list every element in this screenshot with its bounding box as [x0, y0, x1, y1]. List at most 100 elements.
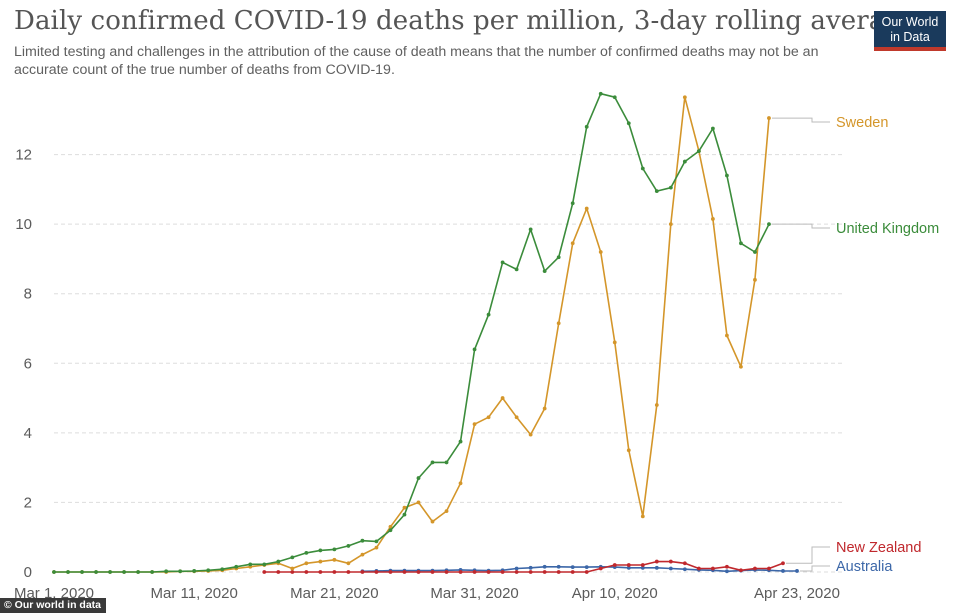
point-sweden [346, 561, 351, 566]
point-australia [781, 569, 785, 573]
point-sweden [612, 340, 617, 345]
point-united-kingdom [500, 260, 505, 265]
point-sweden [430, 519, 435, 524]
point-sweden [388, 524, 393, 529]
point-sweden [528, 432, 533, 437]
point-sweden [570, 241, 575, 246]
point-new-zealand [388, 570, 393, 574]
point-sweden [360, 552, 365, 557]
point-new-zealand [416, 570, 421, 574]
logo-line-2: in Data [890, 30, 930, 44]
point-united-kingdom [360, 538, 365, 543]
point-australia [640, 565, 645, 570]
point-united-kingdom [767, 222, 771, 227]
point-sweden [739, 364, 743, 369]
point-united-kingdom [612, 95, 617, 100]
point-united-kingdom [640, 166, 645, 171]
point-united-kingdom [584, 124, 589, 129]
series-labels: Sweden United Kingdom New Zealand Australia [771, 115, 939, 575]
point-united-kingdom [220, 567, 225, 572]
point-sweden [500, 396, 505, 400]
series-line-australia [362, 565, 797, 573]
point-australia [654, 565, 659, 570]
point-united-kingdom [52, 570, 56, 574]
owid-logo[interactable]: Our World in Data [874, 11, 946, 51]
point-new-zealand [346, 570, 351, 574]
point-united-kingdom [108, 570, 112, 574]
point-new-zealand [626, 563, 631, 567]
series-line-united-kingdom [54, 92, 770, 573]
point-new-zealand [598, 566, 603, 571]
point-united-kingdom [725, 173, 729, 178]
point-sweden [514, 415, 519, 420]
point-australia [570, 565, 575, 570]
x-tick-label: Mar 31, 2020 [430, 585, 518, 602]
point-united-kingdom [739, 241, 743, 246]
point-new-zealand [430, 570, 435, 574]
point-united-kingdom [66, 570, 70, 574]
point-sweden [472, 422, 477, 427]
point-united-kingdom [234, 564, 239, 569]
point-united-kingdom [332, 547, 337, 552]
point-united-kingdom [164, 569, 169, 574]
point-united-kingdom [444, 460, 449, 465]
point-united-kingdom [528, 227, 533, 232]
point-new-zealand [304, 570, 309, 574]
chart-subtitle: Limited testing and challenges in the at… [14, 44, 819, 78]
point-new-zealand [528, 570, 533, 574]
point-australia [528, 565, 533, 570]
point-united-kingdom [290, 555, 295, 560]
point-united-kingdom [626, 121, 631, 126]
point-united-kingdom [416, 476, 421, 480]
point-united-kingdom [654, 189, 659, 194]
point-united-kingdom [150, 570, 155, 574]
y-tick-label: 8 [24, 286, 32, 303]
point-new-zealand [612, 563, 617, 567]
point-united-kingdom [542, 269, 547, 274]
point-sweden [753, 277, 757, 282]
point-united-kingdom [346, 544, 351, 548]
point-new-zealand [360, 570, 365, 574]
point-sweden [290, 566, 295, 571]
label-connector-sweden [771, 117, 830, 123]
point-united-kingdom [682, 159, 687, 164]
x-tick-label: Apr 10, 2020 [572, 585, 658, 602]
point-united-kingdom [318, 548, 323, 553]
x-axis: Mar 1, 2020 Mar 11, 2020 Mar 21, 2020 Mar 3… [14, 585, 840, 602]
point-new-zealand [458, 570, 463, 574]
series-label-new-zealand: New Zealand [836, 540, 921, 556]
point-australia [682, 567, 687, 572]
point-new-zealand [739, 568, 743, 573]
point-sweden [332, 557, 337, 562]
point-united-kingdom [753, 250, 757, 254]
point-new-zealand [500, 570, 505, 574]
point-united-kingdom [304, 550, 309, 555]
point-united-kingdom [430, 460, 435, 465]
point-sweden [654, 403, 659, 407]
series-line-sweden [54, 96, 770, 573]
point-sweden [318, 559, 323, 564]
series-label-australia: Australia [836, 559, 893, 575]
point-sweden [542, 406, 547, 411]
label-connector-new-zealand [785, 546, 830, 564]
point-new-zealand [640, 563, 645, 567]
point-new-zealand [753, 566, 757, 571]
label-connector-australia [800, 565, 830, 572]
y-tick-label: 6 [24, 355, 32, 372]
point-united-kingdom [668, 185, 673, 190]
point-united-kingdom [178, 569, 183, 574]
point-new-zealand [710, 566, 715, 571]
point-australia [626, 565, 631, 570]
logo-line-1: Our World [881, 15, 939, 29]
point-new-zealand [654, 559, 659, 564]
point-new-zealand [725, 564, 729, 569]
point-new-zealand [570, 570, 575, 574]
y-tick-label: 0 [24, 564, 32, 581]
point-united-kingdom [94, 570, 98, 574]
chart-title: Daily confirmed COVID-19 deaths per mill… [14, 6, 917, 36]
point-united-kingdom [374, 539, 379, 544]
point-new-zealand [402, 570, 407, 574]
point-sweden [668, 222, 673, 227]
point-sweden [402, 505, 407, 510]
